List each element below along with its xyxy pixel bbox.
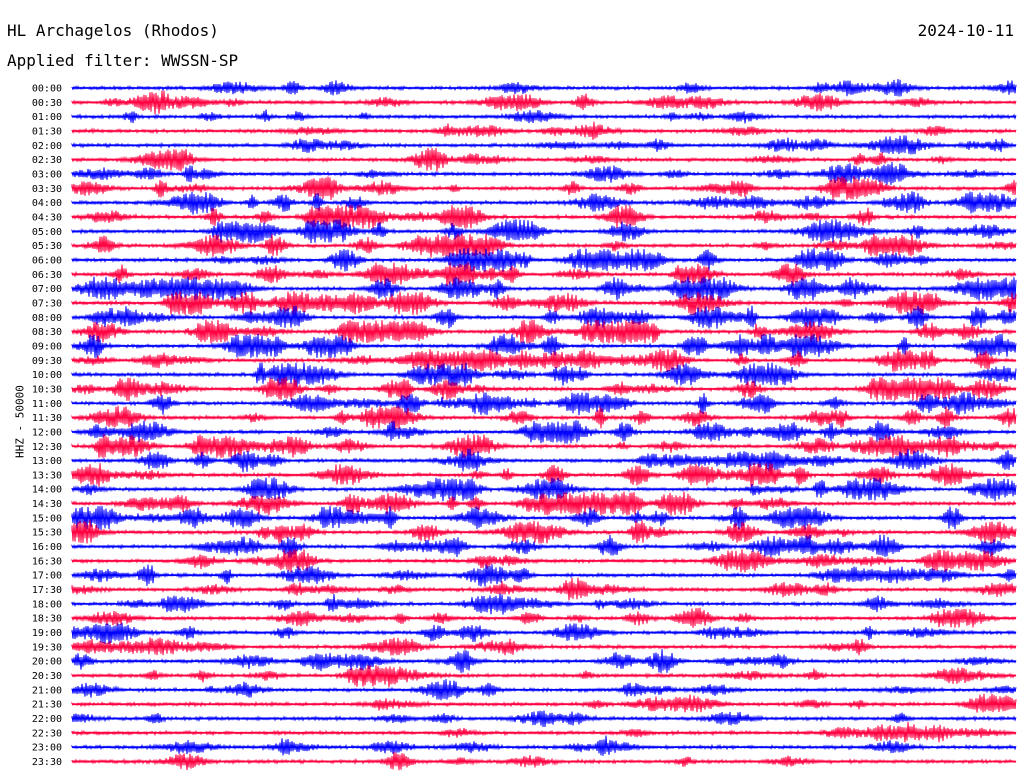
time-tick-label: 18:00: [32, 599, 62, 610]
time-tick-label: 03:30: [32, 184, 62, 195]
time-tick-label: 01:30: [32, 126, 62, 137]
time-tick-label: 08:30: [32, 327, 62, 338]
time-tick-label: 23:30: [32, 757, 62, 768]
time-tick-label: 23:00: [32, 743, 62, 754]
time-tick-label: 00:30: [32, 98, 62, 109]
time-tick-label: 01:00: [32, 112, 62, 123]
station-title: HL Archagelos (Rhodos): [7, 21, 219, 40]
time-tick-label: 12:00: [32, 427, 62, 438]
time-tick-label: 18:30: [32, 614, 62, 625]
time-tick-label: 14:30: [32, 499, 62, 510]
time-tick-label: 00:00: [32, 84, 62, 95]
date-label: 2024-10-11: [917, 21, 1014, 40]
time-tick-label: 09:30: [32, 356, 62, 367]
time-tick-label: 10:00: [32, 370, 62, 381]
seismic-trace-line: [71, 693, 1017, 713]
time-tick-label: 04:30: [32, 212, 62, 223]
time-tick-label: 22:30: [32, 728, 62, 739]
seismic-trace-line: [71, 735, 1017, 756]
time-tick-label: 11:00: [32, 399, 62, 410]
time-tick-label: 13:30: [32, 470, 62, 481]
seismic-trace-line: [71, 622, 1017, 644]
time-tick-label: 19:30: [32, 642, 62, 653]
time-tick-labels: 00:00 00:30 01:00 01:30 02:00 02:30 03:00 03:30…: [32, 84, 62, 769]
time-tick-label: 20:00: [32, 657, 62, 668]
filter-label: Applied filter: WWSSN-SP: [7, 51, 239, 70]
time-tick-label: 02:30: [32, 155, 62, 166]
time-tick-label: 11:30: [32, 413, 62, 424]
time-tick-label: 20:30: [32, 671, 62, 682]
time-tick-label: 07:00: [32, 284, 62, 295]
time-tick-label: 07:30: [32, 298, 62, 309]
seismic-traces: [71, 78, 1017, 771]
time-tick-label: 21:30: [32, 700, 62, 711]
time-tick-label: 19:00: [32, 628, 62, 639]
time-tick-label: 12:30: [32, 442, 62, 453]
time-tick-label: 14:00: [32, 485, 62, 496]
time-tick-label: 04:00: [32, 198, 62, 209]
time-tick-label: 06:30: [32, 270, 62, 281]
time-tick-label: 16:30: [32, 556, 62, 567]
time-tick-label: 15:00: [32, 513, 62, 524]
time-tick-label: 05:30: [32, 241, 62, 252]
time-tick-label: 21:00: [32, 685, 62, 696]
time-tick-label: 15:30: [32, 528, 62, 539]
time-tick-label: 13:00: [32, 456, 62, 467]
time-tick-label: 10:30: [32, 384, 62, 395]
time-tick-label: 06:00: [32, 255, 62, 266]
time-tick-label: 02:00: [32, 141, 62, 152]
time-tick-label: 08:00: [32, 313, 62, 324]
time-tick-label: 05:00: [32, 227, 62, 238]
time-tick-label: 17:00: [32, 571, 62, 582]
time-tick-label: 17:30: [32, 585, 62, 596]
time-tick-label: 16:00: [32, 542, 62, 553]
time-tick-label: 22:00: [32, 714, 62, 725]
time-tick-label: 03:00: [32, 169, 62, 180]
time-tick-label: 09:00: [32, 341, 62, 352]
